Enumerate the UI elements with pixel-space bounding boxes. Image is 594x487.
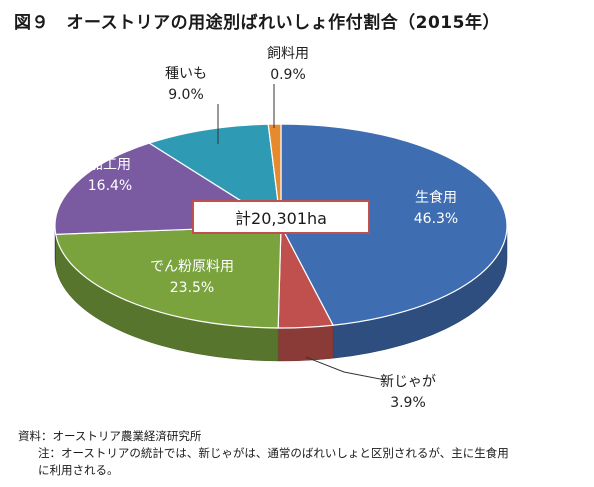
pie-slice — [55, 225, 282, 329]
total-label: 計20,301ha — [192, 200, 370, 234]
slice-name-label: でん粉原料用 — [150, 259, 234, 275]
slice-value-label: 0.9% — [270, 67, 306, 83]
pie-slice — [280, 123, 508, 326]
slice-name-label: 種いも — [165, 66, 207, 82]
footnote-line-1: 注：オーストリアの統計では、新じゃがは、通常のばれいしょと区別されるが、主に生食… — [38, 446, 509, 460]
slice-value-label: 46.3% — [414, 211, 458, 227]
slice-name-label: 生食用 — [415, 189, 457, 206]
pie-slice-side — [277, 324, 334, 362]
leader-line — [305, 356, 386, 381]
footnote-line-2: に利用される。 — [38, 463, 119, 477]
figure-title: 図９ オーストリアの用途別ばれいしょ作付割合（2015年） — [14, 13, 500, 33]
slice-name-label: 飼料用 — [267, 46, 309, 62]
slice-value-label: 9.0% — [168, 87, 204, 103]
slice-name-label: 加工用 — [89, 157, 131, 173]
slice-value-label: 23.5% — [170, 280, 214, 296]
slice-value-label: 16.4% — [88, 178, 132, 194]
slice-name-label: 新じゃが — [380, 374, 436, 390]
source-note: 資料：オーストリア農業経済研究所 — [18, 429, 202, 443]
chart-notes: 資料：オーストリア農業経済研究所 注：オーストリアの統計では、新じゃがは、通常の… — [18, 428, 588, 479]
slice-value-label: 3.9% — [390, 395, 426, 411]
